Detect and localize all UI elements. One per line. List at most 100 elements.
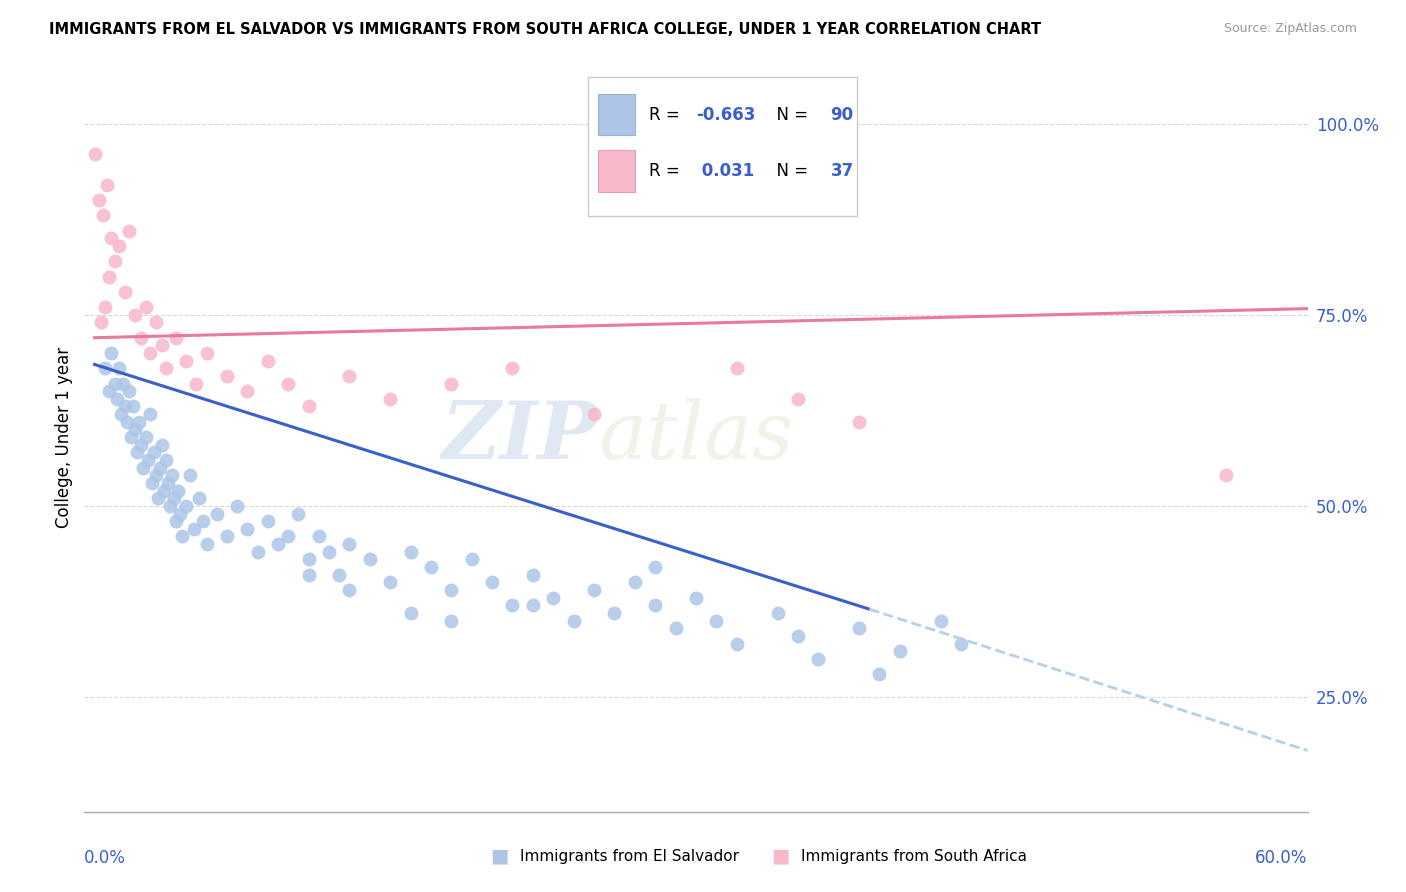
Point [440, 376, 463, 391]
Point [153, 483, 176, 498]
Text: 37: 37 [831, 162, 853, 180]
Point [124, 422, 146, 436]
Point [725, 361, 748, 376]
Text: IMMIGRANTS FROM EL SALVADOR VS IMMIGRANTS FROM SOUTH AFRICA COLLEGE, UNDER 1 YEA: IMMIGRANTS FROM EL SALVADOR VS IMMIGRANT… [49, 22, 1042, 37]
Point [127, 445, 149, 459]
Point [205, 507, 228, 521]
Point [217, 368, 239, 383]
Point [163, 491, 186, 506]
Point [160, 468, 183, 483]
Point [124, 308, 146, 322]
Point [138, 346, 160, 360]
Point [96, 178, 118, 192]
Point [187, 491, 209, 506]
Text: Immigrants from South Africa: Immigrants from South Africa [801, 849, 1028, 863]
Point [766, 606, 789, 620]
Point [156, 475, 179, 490]
Text: ZIP: ZIP [441, 399, 598, 475]
Point [236, 384, 259, 399]
Point [603, 606, 626, 620]
Point [246, 545, 269, 559]
Point [131, 331, 153, 345]
Point [502, 599, 524, 613]
Text: N =: N = [766, 162, 813, 180]
Text: Immigrants from El Salvador: Immigrants from El Salvador [520, 849, 740, 863]
Point [159, 499, 181, 513]
Point [339, 582, 361, 597]
Point [174, 353, 197, 368]
Point [562, 614, 585, 628]
Point [118, 224, 141, 238]
Text: ■: ■ [770, 847, 790, 866]
Point [399, 545, 422, 559]
Point [90, 315, 112, 329]
Point [236, 522, 259, 536]
Text: -0.663: -0.663 [696, 106, 755, 124]
Point [155, 453, 177, 467]
Point [104, 376, 127, 391]
Point [191, 514, 214, 528]
Point [105, 392, 128, 406]
Point [100, 231, 122, 245]
Point [97, 269, 120, 284]
Text: R =: R = [650, 106, 686, 124]
Point [186, 376, 208, 391]
Point [665, 621, 688, 635]
Point [583, 407, 606, 421]
Point [114, 400, 136, 414]
Point [122, 400, 145, 414]
Point [644, 599, 666, 613]
Point [93, 300, 115, 314]
Point [950, 636, 973, 650]
Point [481, 575, 503, 590]
Point [87, 193, 110, 207]
Point [104, 254, 127, 268]
Point [318, 545, 340, 559]
Point [135, 430, 157, 444]
Point [787, 392, 810, 406]
Point [725, 636, 748, 650]
Point [83, 147, 105, 161]
Point [308, 529, 330, 543]
Point [298, 400, 321, 414]
Point [112, 376, 135, 391]
Point [135, 300, 157, 314]
Point [543, 591, 565, 605]
Point [142, 445, 165, 459]
Point [138, 407, 160, 421]
Point [889, 644, 911, 658]
Point [120, 430, 142, 444]
Bar [588, 78, 858, 216]
Point [787, 629, 810, 643]
Point [287, 507, 309, 521]
Text: R =: R = [650, 162, 686, 180]
Point [685, 591, 707, 605]
Point [257, 353, 280, 368]
Point [277, 529, 299, 543]
Point [339, 537, 361, 551]
Point [172, 529, 194, 543]
Point [108, 361, 131, 376]
Text: N =: N = [766, 106, 813, 124]
Point [141, 475, 163, 490]
Point [624, 575, 647, 590]
Point [929, 614, 952, 628]
Point [328, 567, 350, 582]
Point [108, 239, 131, 253]
Point [848, 415, 870, 429]
Point [150, 338, 173, 352]
Text: ■: ■ [489, 847, 509, 866]
Point [848, 621, 870, 635]
Point [644, 560, 666, 574]
Y-axis label: College, Under 1 year: College, Under 1 year [55, 346, 73, 528]
Point [145, 315, 167, 329]
Point [298, 552, 321, 566]
Point [110, 407, 132, 421]
Point [195, 346, 218, 360]
Text: 0.031: 0.031 [696, 162, 754, 180]
Point [150, 438, 173, 452]
Text: atlas: atlas [598, 399, 793, 475]
Point [461, 552, 484, 566]
Point [165, 331, 187, 345]
Point [97, 384, 120, 399]
